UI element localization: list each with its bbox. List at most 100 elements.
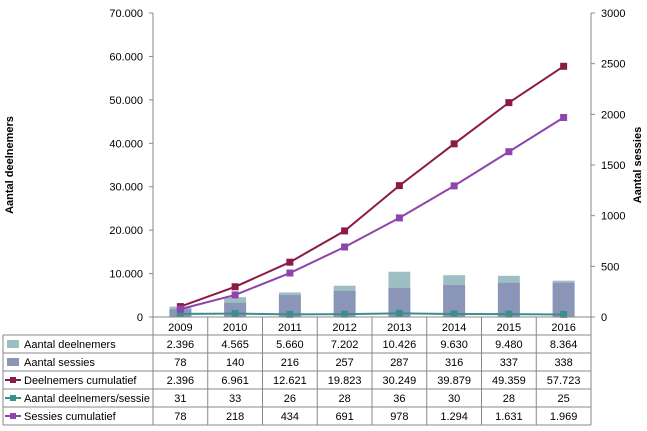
marker-sessies-cumulatief [341, 243, 349, 251]
bar-aantal-sessies [497, 282, 520, 317]
data-label: 12.621 [273, 375, 307, 387]
legend-label: Deelnemers cumulatief [24, 375, 137, 387]
y-tick-label-right: 2500 [601, 59, 625, 71]
y-tick-label-right: 1500 [601, 160, 625, 172]
marker-deelnemers-cumulatief [341, 227, 349, 235]
data-label: 28 [503, 393, 515, 405]
legend-label: Aantal sessies [24, 357, 95, 369]
data-label: 1.631 [495, 411, 523, 423]
y-tick-label-right: 1000 [601, 211, 625, 223]
x-tick-label: 2015 [497, 322, 521, 334]
data-label: 7.202 [331, 339, 359, 351]
marker-sessies-cumulatief [231, 291, 239, 299]
data-label: 39.879 [437, 375, 471, 387]
y-tick-label-left: 20.000 [109, 225, 143, 237]
line-sessies-cumulatief [180, 116, 565, 311]
marker-aantal-deelnemers-sessie [505, 310, 513, 318]
marker-sessies-cumulatief [505, 148, 513, 156]
data-label: 26 [284, 393, 296, 405]
y-axis-title-left: Aantal deelnemers [4, 116, 16, 214]
y-axis-title-right: Aantal sessies [632, 127, 644, 203]
data-label: 218 [226, 411, 244, 423]
y-tick-label-right: 2000 [601, 109, 625, 121]
legend-swatch-aantal-deelnemers [7, 340, 19, 348]
data-label: 434 [281, 411, 299, 423]
data-label: 78 [174, 357, 186, 369]
marker-sessies-cumulatief [176, 305, 184, 313]
bar-aantal-sessies [552, 282, 575, 317]
y-tick-label-left: 50.000 [109, 95, 143, 107]
bar-aantal-sessies [278, 295, 301, 317]
data-label: 316 [445, 357, 463, 369]
marker-aantal-deelnemers-sessie [560, 310, 568, 318]
legend-swatch-deelnemers-cumulatief [10, 377, 16, 383]
y-tick-label-right: 3000 [601, 8, 625, 20]
data-label: 78 [174, 411, 186, 423]
data-label: 8.364 [550, 339, 578, 351]
legend-label: Aantal deelnemers/sessie [24, 393, 150, 405]
line-aantal-deelnemers-sessie [180, 312, 564, 316]
marker-deelnemers-cumulatief [231, 283, 239, 291]
marker-aantal-deelnemers-sessie [341, 310, 349, 318]
data-label: 2.396 [167, 375, 195, 387]
legend-label: Sessies cumulatief [24, 411, 117, 423]
marker-sessies-cumulatief [286, 269, 294, 277]
data-label: 140 [226, 357, 244, 369]
marker-deelnemers-cumulatief [395, 182, 403, 190]
data-label: 5.660 [276, 339, 304, 351]
x-tick-label: 2011 [278, 322, 302, 334]
bar-aantal-sessies [443, 284, 466, 317]
marker-aantal-deelnemers-sessie [450, 310, 458, 318]
y-tick-label-right: 500 [601, 261, 619, 273]
data-label: 36 [393, 393, 405, 405]
data-label: 25 [558, 393, 570, 405]
line-deelnemers-cumulatief [180, 65, 565, 308]
data-label: 978 [390, 411, 408, 423]
bar-aantal-sessies [388, 287, 411, 317]
data-label: 287 [390, 357, 408, 369]
marker-aantal-deelnemers-sessie [176, 310, 184, 318]
marker-sessies-cumulatief [395, 214, 403, 222]
legend-swatch-aantal-sessies [7, 358, 19, 366]
y-tick-label-left: 60.000 [109, 51, 143, 63]
data-label: 30.249 [383, 375, 417, 387]
data-label: 9.630 [440, 339, 468, 351]
x-tick-label: 2013 [387, 322, 411, 334]
marker-aantal-deelnemers-sessie [395, 309, 403, 317]
data-label: 6.961 [221, 375, 249, 387]
bar-aantal-sessies [333, 290, 356, 317]
marker-deelnemers-cumulatief [560, 62, 568, 70]
data-label: 216 [281, 357, 299, 369]
x-tick-label: 2014 [442, 322, 466, 334]
data-label: 31 [174, 393, 186, 405]
x-tick-label: 2009 [168, 322, 192, 334]
data-label: 257 [335, 357, 353, 369]
marker-deelnemers-cumulatief [286, 258, 294, 266]
data-label: 1.969 [550, 411, 578, 423]
marker-sessies-cumulatief [560, 113, 568, 121]
data-label: 33 [229, 393, 241, 405]
data-label: 9.480 [495, 339, 523, 351]
y-tick-label-left: 30.000 [109, 182, 143, 194]
legend-swatch-sessies-cumulatief [10, 413, 16, 419]
data-label: 337 [500, 357, 518, 369]
legend-swatch-aantal-deelnemers-sessie [10, 395, 16, 401]
x-tick-label: 2016 [551, 322, 575, 334]
y-tick-label-left: 10.000 [109, 269, 143, 281]
data-label: 691 [335, 411, 353, 423]
y-tick-label-left: 0 [137, 312, 143, 324]
data-label: 28 [339, 393, 351, 405]
marker-aantal-deelnemers-sessie [231, 310, 239, 318]
marker-sessies-cumulatief [450, 182, 458, 190]
data-label: 49.359 [492, 375, 526, 387]
marker-aantal-deelnemers-sessie [286, 310, 294, 318]
data-label: 4.565 [221, 339, 249, 351]
data-label: 57.723 [547, 375, 581, 387]
data-label: 19.823 [328, 375, 362, 387]
y-tick-label-right: 0 [601, 312, 607, 324]
data-label: 10.426 [383, 339, 417, 351]
data-label: 2.396 [167, 339, 195, 351]
data-label: 1.294 [440, 411, 468, 423]
